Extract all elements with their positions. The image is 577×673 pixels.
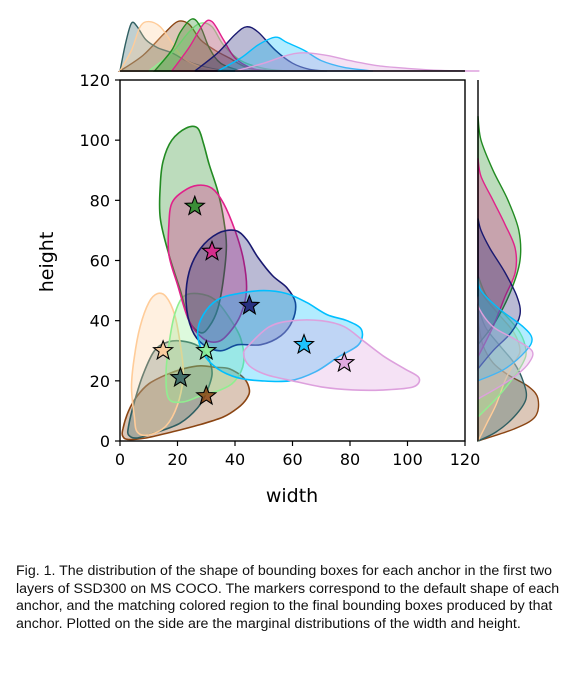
width-marginal-series-0 bbox=[117, 20, 279, 72]
anchor-marker-5 bbox=[201, 239, 223, 261]
x-tick-label: 100 bbox=[392, 450, 423, 469]
figure-caption: Fig. 1. The distribution of the shape of… bbox=[16, 563, 560, 632]
anchor-marker-6 bbox=[238, 294, 261, 315]
axes: 0 20 40 60 80 100 120 0 20 40 60 80 100 120 bbox=[79, 70, 481, 469]
y-tick-label: 100 bbox=[79, 131, 110, 150]
region-series-5 bbox=[167, 184, 248, 343]
region-series-0 bbox=[121, 364, 251, 441]
anchor-marker-7 bbox=[293, 333, 315, 355]
anchor-marker-3 bbox=[195, 339, 218, 361]
anchor-marker-4 bbox=[183, 194, 206, 216]
y-tick-label: 0 bbox=[100, 432, 110, 451]
bbox-regions bbox=[121, 125, 421, 441]
region-series-7 bbox=[196, 289, 364, 383]
anchor-marker-0 bbox=[195, 384, 218, 406]
y-tick-label: 120 bbox=[79, 71, 110, 90]
y-tick-label: 40 bbox=[90, 312, 110, 331]
width-marginal-series-2 bbox=[118, 20, 221, 72]
y-axis-label: height bbox=[36, 232, 58, 293]
width-marginal-plot bbox=[117, 18, 480, 72]
x-tick-label: 120 bbox=[450, 450, 481, 469]
anchor-marker-1 bbox=[169, 366, 192, 388]
height-marginal-series-2 bbox=[477, 284, 521, 442]
width-marginal-series-5 bbox=[171, 19, 270, 72]
x-tick-label: 0 bbox=[115, 450, 125, 469]
x-axis-label: width bbox=[266, 485, 318, 507]
height-marginal-series-1 bbox=[477, 305, 528, 443]
height-marginal-plot bbox=[477, 116, 540, 443]
width-marginal-series-1 bbox=[119, 21, 241, 72]
y-tick-label: 20 bbox=[90, 372, 110, 391]
bbox-distribution-chart: 0 20 40 60 80 100 120 0 20 40 60 80 100 120 width hei… bbox=[36, 18, 540, 507]
anchor-marker-8 bbox=[333, 351, 356, 373]
x-tick-label: 60 bbox=[282, 450, 302, 469]
region-series-8 bbox=[242, 319, 421, 392]
height-marginal-series-6 bbox=[477, 218, 522, 371]
y-tick-label: 60 bbox=[90, 252, 110, 271]
width-marginal-series-3 bbox=[148, 22, 287, 72]
width-marginal-series-4 bbox=[153, 18, 242, 72]
x-tick-label: 40 bbox=[225, 450, 245, 469]
width-marginal-series-8 bbox=[234, 52, 480, 72]
x-tick-label: 80 bbox=[340, 450, 360, 469]
anchor-marker-2 bbox=[152, 339, 175, 361]
region-series-4 bbox=[158, 125, 228, 334]
height-marginal-series-8 bbox=[477, 296, 534, 401]
x-tick-label: 20 bbox=[167, 450, 187, 469]
height-marginal-series-5 bbox=[477, 158, 518, 358]
height-marginal-series-7 bbox=[477, 278, 533, 382]
y-tick-label: 80 bbox=[90, 191, 110, 210]
anchor-markers bbox=[152, 194, 356, 406]
width-marginal-series-6 bbox=[194, 26, 328, 72]
